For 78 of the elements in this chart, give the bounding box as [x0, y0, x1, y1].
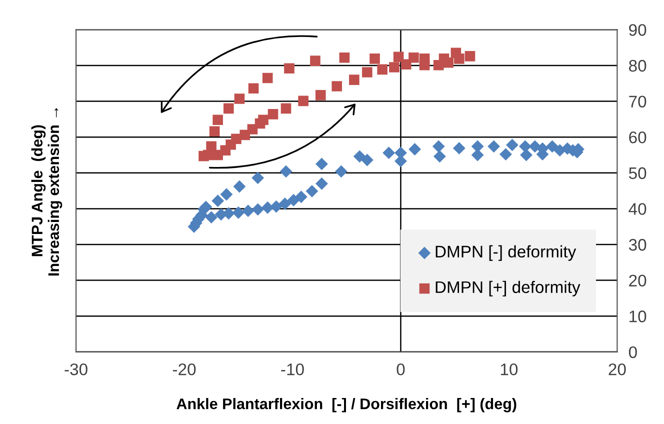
point	[316, 177, 328, 190]
point	[520, 148, 532, 162]
point	[408, 143, 422, 156]
point	[443, 57, 454, 68]
point	[464, 51, 476, 62]
point	[280, 165, 292, 178]
x-tick-label: -30	[64, 363, 88, 376]
point	[310, 56, 320, 66]
point	[212, 114, 223, 126]
point	[433, 150, 446, 163]
point	[408, 52, 419, 63]
y-tick-label: 60	[629, 131, 646, 144]
point	[270, 200, 282, 213]
legend-label: DMPN [+] deformity	[436, 280, 580, 296]
point	[334, 165, 348, 178]
point	[353, 150, 366, 163]
point	[316, 158, 328, 170]
point	[205, 211, 218, 224]
y-tick-label: 10	[630, 310, 646, 322]
point	[332, 81, 342, 92]
point	[400, 59, 412, 70]
x-tick-label: -20	[172, 363, 196, 376]
point	[419, 60, 430, 70]
point	[242, 204, 254, 218]
point	[452, 142, 466, 154]
point	[223, 103, 234, 114]
point	[362, 67, 372, 78]
point	[377, 64, 388, 75]
point	[284, 63, 294, 74]
point	[488, 140, 500, 153]
point	[209, 126, 220, 137]
point	[294, 190, 308, 204]
point	[234, 94, 245, 104]
point	[220, 188, 233, 201]
point	[268, 109, 278, 120]
x-tick-label: 0	[396, 363, 405, 376]
point	[212, 194, 224, 208]
y-tick-label: 40	[628, 203, 646, 215]
x-tick-label: 20	[608, 363, 626, 376]
point	[349, 74, 360, 85]
point	[360, 154, 374, 166]
point	[433, 60, 444, 70]
point	[287, 194, 300, 206]
point	[262, 72, 273, 84]
y-tick-label: 0	[628, 346, 637, 358]
point	[278, 197, 292, 210]
point	[382, 146, 396, 160]
y-tick-label: 70	[629, 96, 646, 108]
point	[432, 140, 445, 153]
y-tick-label: 50	[628, 167, 646, 180]
point	[339, 52, 350, 63]
point	[500, 148, 512, 160]
y-tick-label: 30	[628, 238, 646, 251]
point	[389, 62, 400, 72]
y-tick-label: 20	[629, 274, 646, 287]
point	[315, 90, 326, 100]
point	[252, 203, 264, 216]
x-tick-label: -10	[281, 363, 304, 376]
point	[506, 138, 518, 152]
point	[393, 52, 404, 62]
point	[298, 96, 308, 106]
point	[454, 54, 464, 64]
point	[232, 206, 245, 219]
y-tick-label: 80	[629, 60, 646, 72]
point	[546, 140, 558, 153]
legend-label: DMPN [-] deformity	[436, 245, 576, 261]
point	[306, 184, 318, 198]
point	[252, 172, 264, 184]
y-tick-label: 90	[629, 24, 646, 36]
point	[370, 54, 380, 64]
y-axis-title: MTPJ Angle (deg) Increasing extension →	[31, 108, 62, 276]
x-axis-title: Ankle Plantarflexion [-] / Dorsiflexion [+] (deg)	[176, 398, 516, 412]
x-tick-label: 10	[500, 363, 518, 376]
point	[248, 83, 259, 94]
point	[280, 103, 292, 114]
point	[198, 150, 209, 162]
point	[233, 180, 246, 193]
point	[258, 114, 268, 126]
